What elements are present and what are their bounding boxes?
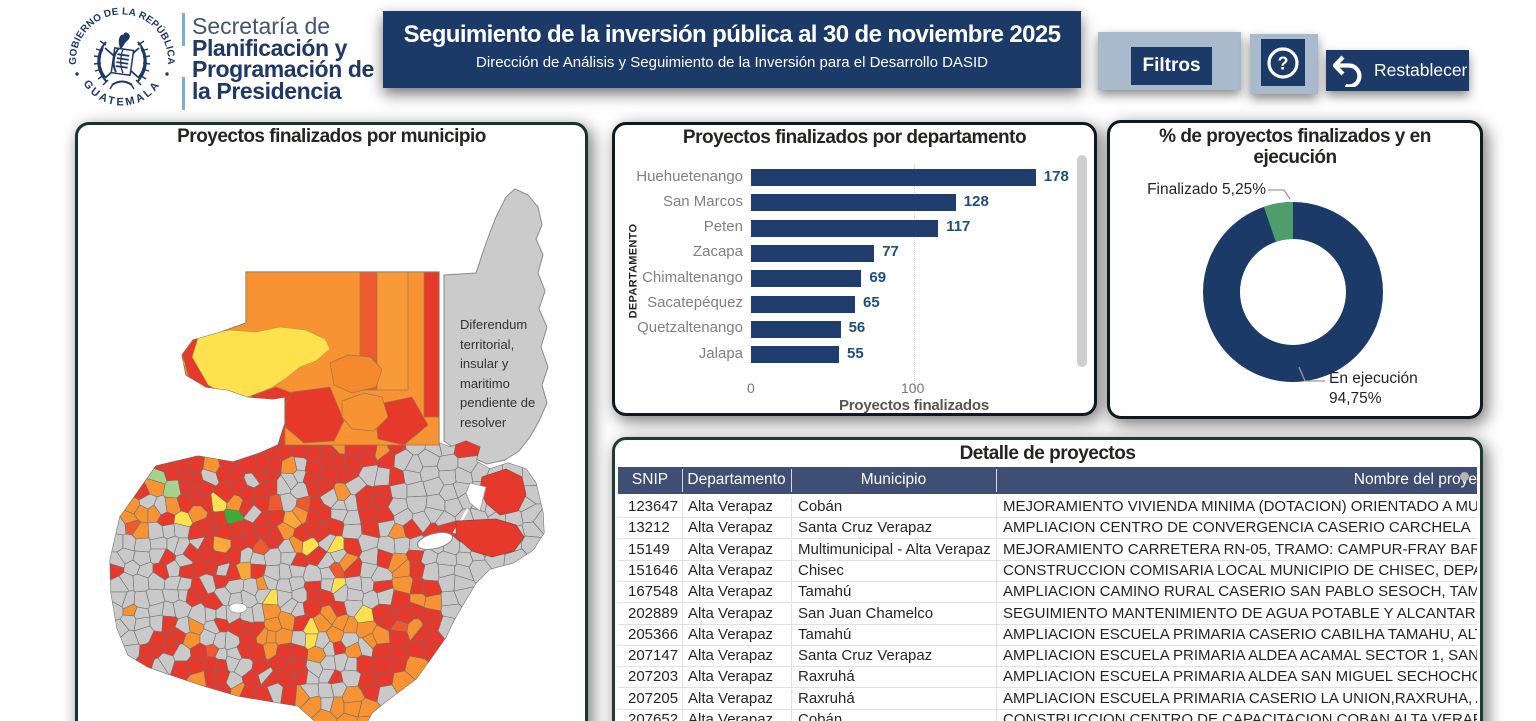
svg-text:GUATEMALA: GUATEMALA (81, 78, 164, 108)
svg-text:?: ? (1278, 54, 1289, 74)
